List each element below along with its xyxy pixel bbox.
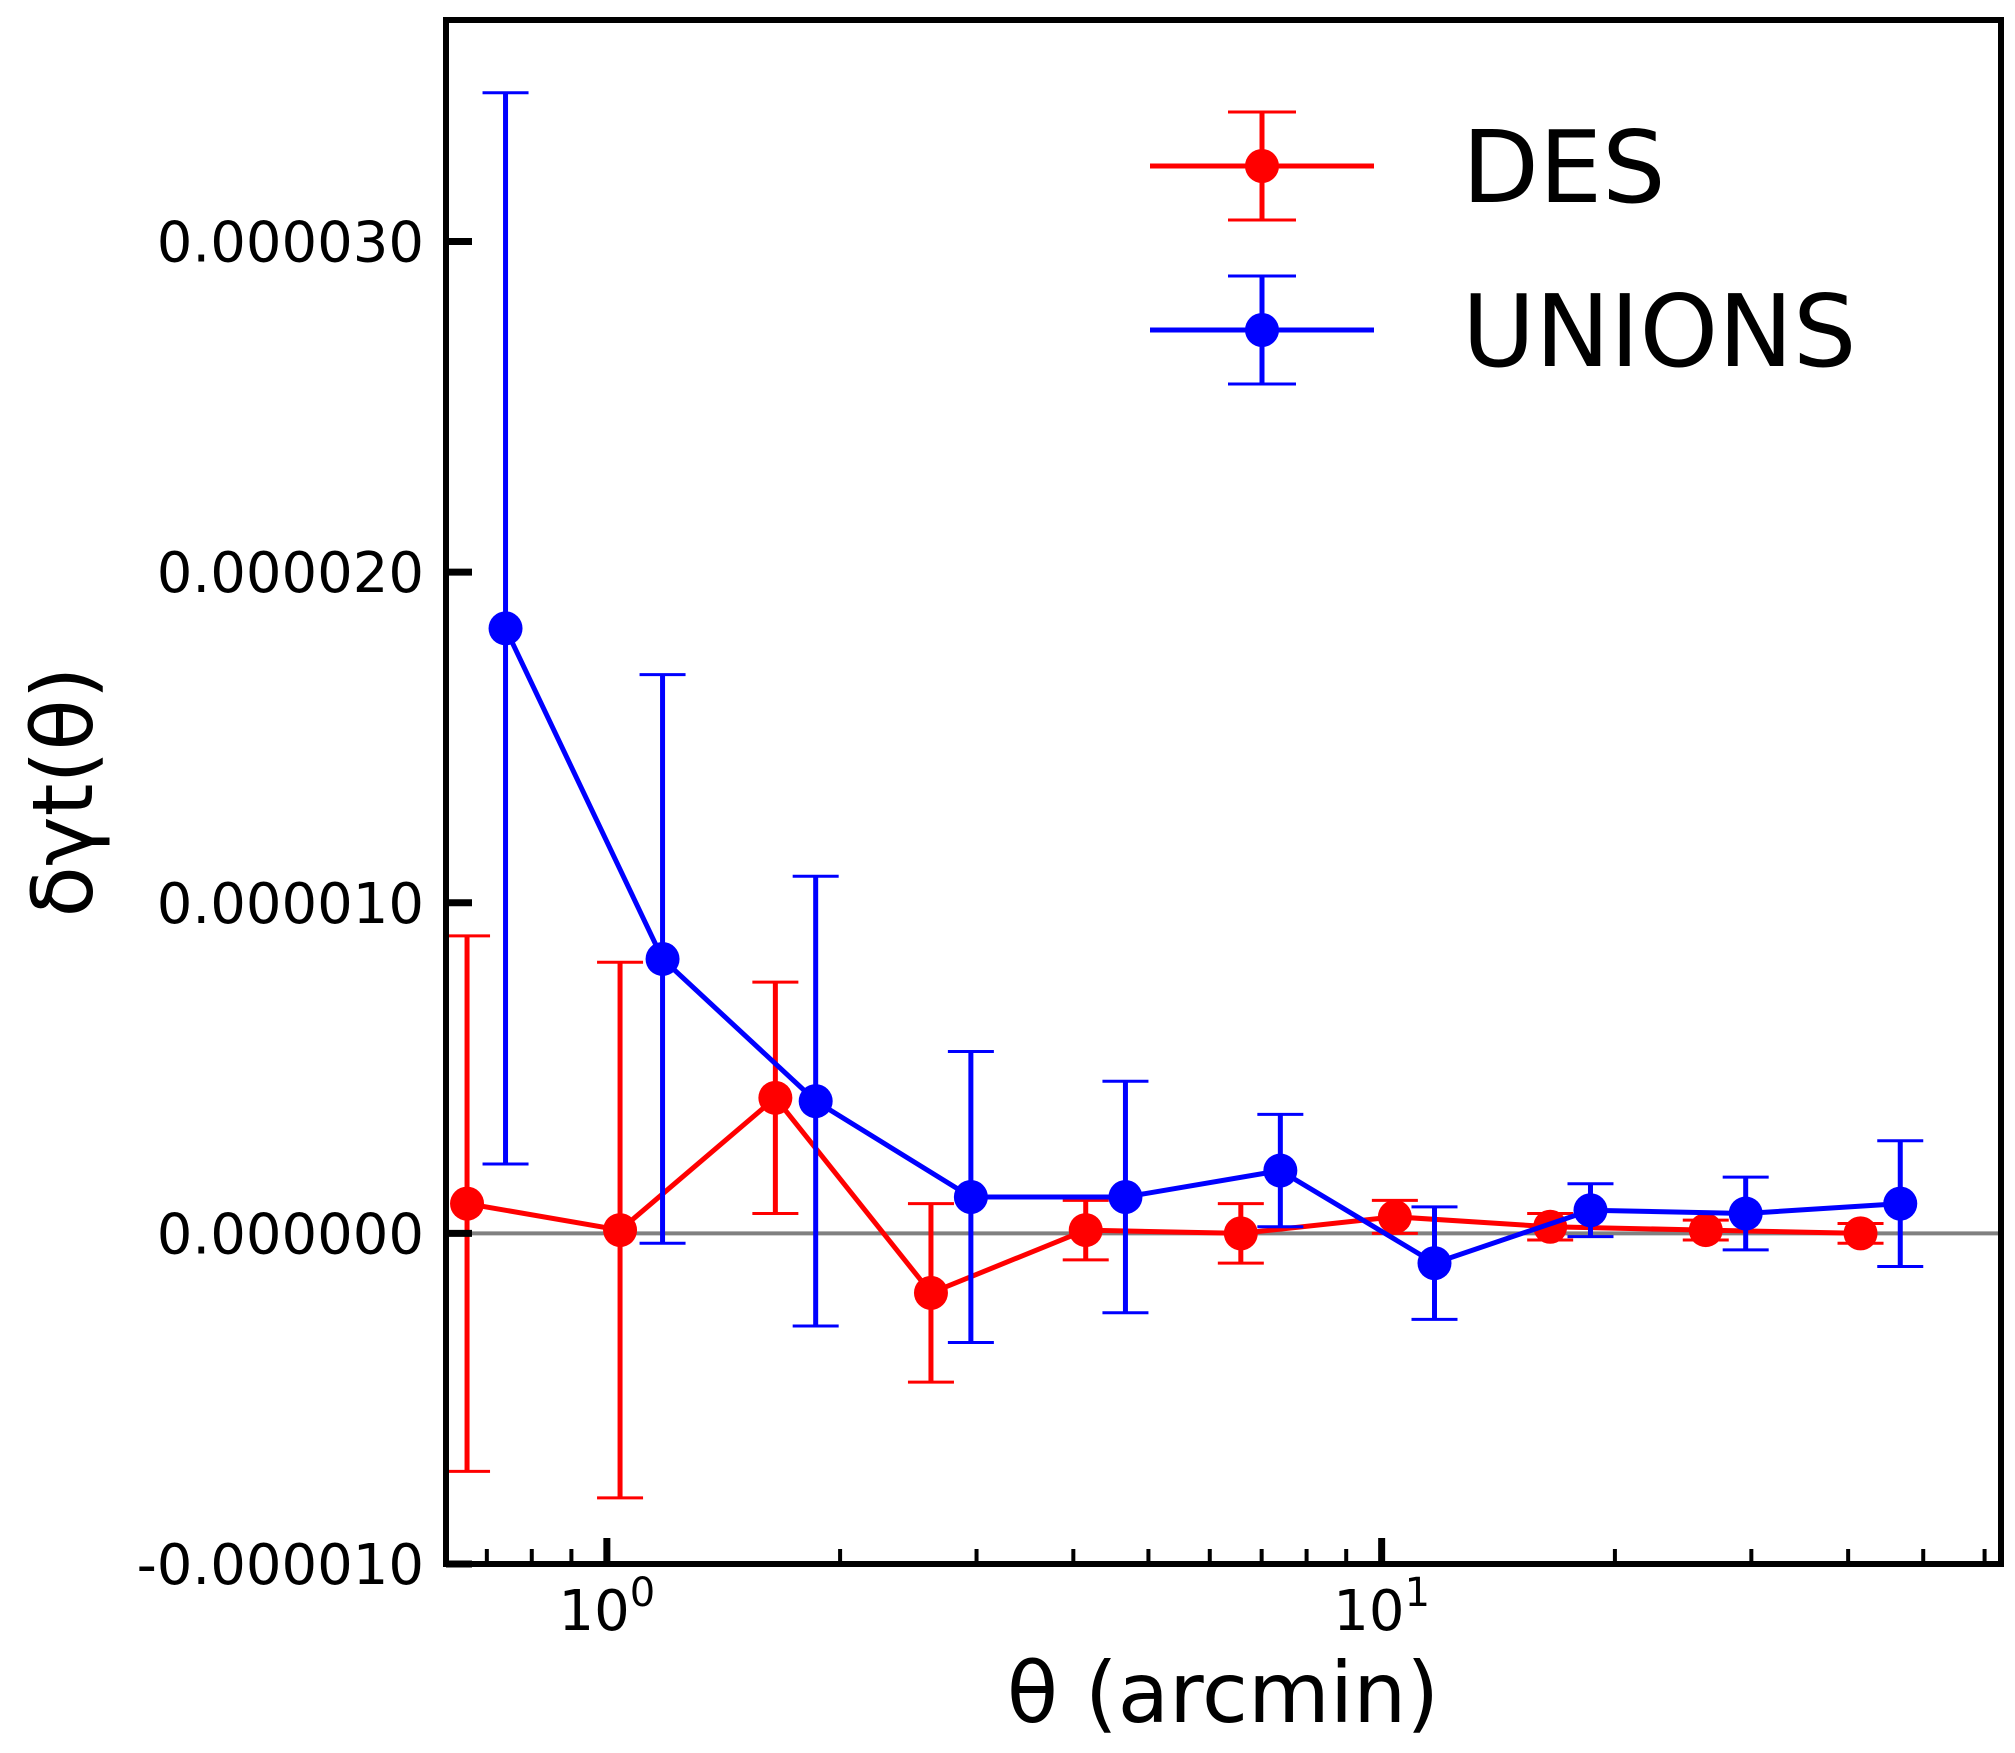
data-point — [1263, 1153, 1298, 1188]
plot-frame — [443, 17, 2004, 1567]
legend-marker — [1245, 313, 1279, 347]
data-point — [1068, 1213, 1103, 1248]
legend-label: UNIONS — [1462, 273, 1856, 390]
series-unions — [482, 91, 1924, 1344]
y-tick-label: 0.000020 — [157, 541, 424, 606]
legend: DES UNIONS — [1150, 109, 1856, 390]
data-point — [1533, 1209, 1568, 1244]
data-point — [1688, 1213, 1723, 1248]
data-point — [1843, 1216, 1878, 1251]
data-point — [953, 1180, 988, 1215]
x-tick-label: 101 — [1333, 1570, 1430, 1644]
x-axis-ticks: 100 101 — [484, 1538, 1987, 1644]
y-tick-label: 0.000030 — [157, 211, 424, 276]
data-point — [1883, 1186, 1918, 1221]
data-point — [1417, 1246, 1452, 1281]
legend-item-des: DES — [1150, 109, 1666, 226]
data-point — [1573, 1193, 1608, 1228]
y-tick-label: 0.000010 — [157, 872, 424, 937]
data-point — [1108, 1180, 1143, 1215]
legend-label: DES — [1462, 109, 1666, 226]
data-point — [1377, 1199, 1412, 1234]
x-axis-label: θ (arcmin) — [1007, 1644, 1439, 1742]
data-point — [913, 1275, 948, 1310]
series-des — [444, 934, 1884, 1500]
series-layer — [444, 91, 1924, 1500]
x-tick-label: 100 — [558, 1570, 655, 1644]
series-line — [466, 1094, 1861, 1296]
y-axis-label: δγt(θ) — [14, 667, 112, 918]
data-point — [603, 1213, 638, 1248]
data-point — [488, 611, 523, 646]
y-tick-label: -0.000010 — [137, 1533, 424, 1598]
data-point — [798, 1084, 833, 1119]
data-point — [758, 1080, 793, 1115]
series-line — [503, 627, 1901, 1266]
data-point — [1728, 1196, 1763, 1231]
legend-marker — [1245, 149, 1279, 183]
y-tick-label: 0.000000 — [157, 1202, 424, 1267]
legend-item-unions: UNIONS — [1150, 273, 1856, 390]
data-point — [450, 1186, 485, 1221]
y-axis-ticks: -0.000010 0.000000 0.000010 0.000020 0.00003… — [137, 211, 472, 1598]
data-point — [645, 941, 680, 976]
data-point — [1223, 1216, 1258, 1251]
